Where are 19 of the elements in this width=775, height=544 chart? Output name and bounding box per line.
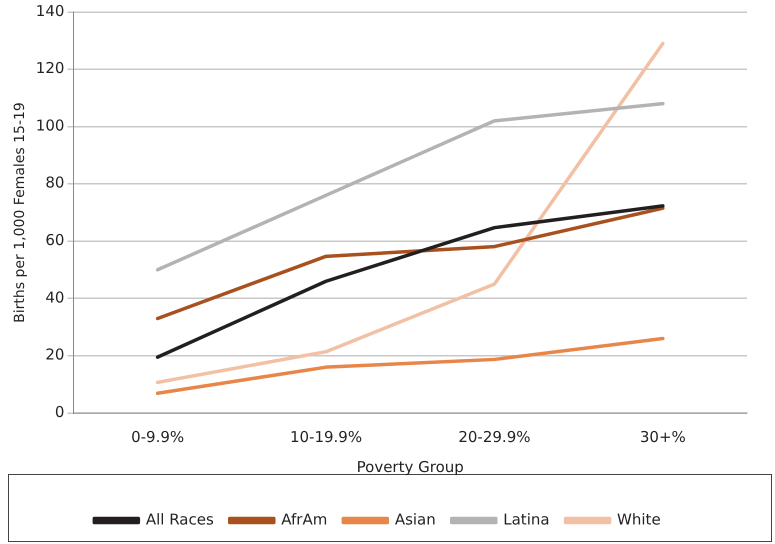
x-tick-label: 20-29.9% (458, 428, 530, 446)
legend-label: AfrAm (281, 510, 328, 528)
legend-label: All Races (146, 510, 214, 528)
y-tick-label: 20 (45, 346, 64, 364)
x-tick-label: 10-19.9% (290, 428, 362, 446)
y-tick-label: 0 (54, 402, 64, 421)
y-tick-label: 100 (36, 116, 64, 134)
x-axis-title: Poverty Group (356, 458, 464, 476)
legend-label: White (617, 510, 661, 528)
y-tick-label: 60 (45, 231, 64, 250)
y-axis-title: Births per 1,000 Females 15-19 (12, 102, 28, 323)
legend-label: Latina (503, 510, 550, 528)
y-tick-label: 80 (45, 174, 64, 192)
y-tick-label: 40 (45, 288, 64, 306)
y-tick-label: 120 (36, 59, 64, 78)
x-tick-label: 30+% (640, 428, 686, 446)
y-tick-label: 140 (36, 2, 64, 20)
x-tick-label: 0-9.9% (131, 428, 184, 446)
legend-label: Asian (394, 510, 436, 528)
